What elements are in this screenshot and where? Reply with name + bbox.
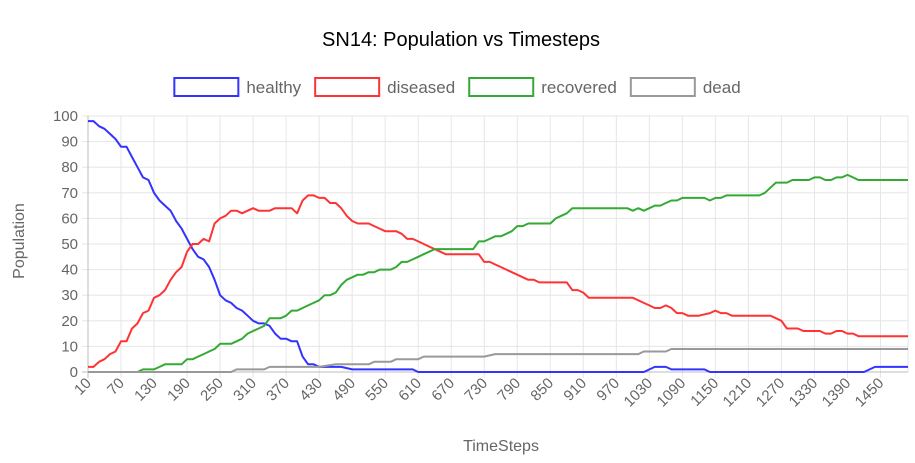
legend-item-healthy[interactable]: healthy [173,77,302,97]
x-tick-label: 190 [164,375,194,405]
x-tick-label: 430 [296,375,326,405]
x-tick-label: 610 [395,375,425,405]
x-tick-label: 1090 [654,375,690,411]
legend-label: recovered [541,78,617,97]
legend-item-dead[interactable]: dead [629,77,741,97]
x-tick-label: 850 [527,375,557,405]
x-tick-label: 1210 [720,375,756,411]
series-line-diseased [88,194,908,368]
y-tick-label: 70 [61,185,78,202]
x-tick-label: 790 [494,375,524,405]
y-tick-label: 0 [70,364,78,381]
chart-title: SN14: Population vs Timesteps [322,29,600,51]
y-axis-label: Population [11,203,28,279]
x-tick-label: 1330 [786,375,822,411]
x-tick-label: 310 [230,375,260,405]
legend-item-recovered[interactable]: recovered [468,77,617,97]
legend-label: healthy [246,78,301,97]
legend-label: diseased [387,78,455,97]
y-tick-label: 80 [61,159,78,176]
legend-label: dead [703,78,741,97]
legend-swatch [629,77,696,97]
x-tick-label: 670 [428,375,458,405]
y-tick-label: 90 [61,134,78,151]
x-tick-label: 550 [362,375,392,405]
x-tick-label: 250 [197,375,227,405]
x-tick-label: 490 [329,375,359,405]
y-tick-label: 40 [61,262,78,279]
x-tick-label: 1270 [753,375,789,411]
series-lines [88,120,908,373]
x-tick-label: 1150 [687,375,722,410]
series-line-recovered [88,173,908,373]
x-tick-label: 970 [593,375,623,405]
series-line-healthy [88,120,908,373]
x-tick-label: 910 [560,375,590,405]
series-line-dead [88,348,908,373]
y-tick-label: 10 [61,338,78,355]
legend-swatch [468,77,535,97]
y-tick-label: 30 [61,287,78,304]
grid [82,115,909,378]
y-tick-label: 20 [61,313,78,330]
legend-swatch [173,77,240,97]
x-tick-label: 730 [461,375,491,405]
legend[interactable]: healthy diseased recovered dead [173,77,741,97]
legend-item-diseased[interactable]: diseased [314,77,455,97]
y-tick-label: 100 [53,108,78,125]
x-tick-label: 1450 [852,375,888,411]
x-tick-label: 370 [263,375,293,405]
legend-swatch [314,77,381,97]
x-axis-label: TimeSteps [463,438,539,455]
y-tick-label: 50 [61,236,78,253]
x-tick-label: 130 [131,375,161,405]
y-tick-label: 60 [61,210,78,227]
x-tick-label: 70 [104,375,128,399]
x-tick-label: 1390 [819,375,855,411]
x-tick-label: 1030 [621,375,657,411]
